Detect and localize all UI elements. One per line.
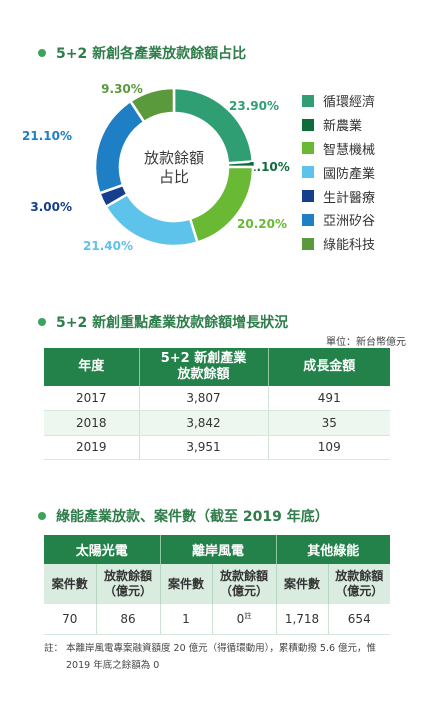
cell-solar-cases: 70 <box>44 604 97 635</box>
header-text: 5+2 新創產業 放款餘額 <box>160 351 247 382</box>
footnote-mark: 註 <box>244 612 252 621</box>
footnote: 註： 本離岸風電專案融資額度 20 億元（得循環動用），累積動撥 5.6 億元，… <box>44 640 389 674</box>
slice-data-label: 20.20% <box>237 217 287 231</box>
subheader-cases: 案件數 <box>160 564 213 604</box>
subheader-text: 案件數 <box>283 576 320 591</box>
legend-label: 新農業 <box>323 119 363 135</box>
legend-item: 循環經濟 <box>302 89 375 113</box>
legend-swatch <box>302 190 314 203</box>
legend-item: 智慧機械 <box>302 137 375 161</box>
bullet-icon <box>38 318 46 326</box>
legend-label: 循環經濟 <box>323 95 376 111</box>
col-header-growth: 成長金額 <box>268 348 390 386</box>
cell-offshore-cases: 1 <box>160 604 213 635</box>
subheader-balance: 放款餘額 （億元） <box>212 564 277 604</box>
slice-data-label: 23.90% <box>229 99 279 113</box>
section-title-green: 綠能產業放款、案件數（截至 2019 年底） <box>38 506 329 526</box>
bullet-icon <box>38 49 46 57</box>
section-title-growth: 5+2 新創重點產業放款餘額增長狀況 <box>38 312 288 332</box>
subheader-text: 放款餘額 （億元） <box>219 569 268 598</box>
cell-balance: 3,951 <box>139 435 269 460</box>
header-text: 成長金額 <box>303 359 356 374</box>
value-text: 0 <box>236 612 245 627</box>
cell-solar-balance: 86 <box>96 604 161 635</box>
donut-chart: 23.90% 1.10% 20.20% 21.40% 3.00% 21.10% 9.30% 放… <box>22 82 290 253</box>
legend-label: 國防產業 <box>323 166 376 182</box>
legend-swatch <box>302 142 314 155</box>
cell-balance: 3,842 <box>139 410 269 436</box>
cell-offshore-balance: 0註 <box>212 604 277 635</box>
legend-item: 生計醫療 <box>302 184 375 208</box>
cell-year: 2017 <box>44 386 140 411</box>
cell-other-balance: 654 <box>328 604 390 635</box>
col-header-balance: 5+2 新創產業 放款餘額 <box>139 348 269 386</box>
table-row: 70 86 1 0註 1,718 654 <box>44 604 390 635</box>
bullet-icon <box>38 512 46 520</box>
section-title-text: 5+2 新創各產業放款餘額占比 <box>56 46 247 62</box>
legend-label: 生計醫療 <box>323 190 376 206</box>
table-row: 2019 3,951 109 <box>44 435 390 460</box>
green-energy-table: 太陽光電 離岸風電 其他綠能 案件數 放款餘額 （億元） 案件數 放款餘額 （億元）… <box>44 535 390 635</box>
legend-swatch <box>302 118 314 131</box>
legend-swatch <box>302 166 314 179</box>
legend-swatch <box>302 94 314 107</box>
legend-item: 國防產業 <box>302 160 375 184</box>
subheader-balance: 放款餘額 （億元） <box>328 564 390 604</box>
cell-year: 2018 <box>44 410 140 436</box>
header-text: 年度 <box>78 359 105 374</box>
section-title-text: 5+2 新創重點產業放款餘額增長狀況 <box>56 315 289 331</box>
cell-growth: 35 <box>268 410 390 436</box>
cell-other-cases: 1,718 <box>276 604 329 635</box>
table-row: 2018 3,842 35 <box>44 410 390 436</box>
subheader-cases: 案件數 <box>276 564 329 604</box>
group-header-other-green: 其他綠能 <box>276 535 390 564</box>
cell-growth: 491 <box>268 386 390 411</box>
subheader-text: 放款餘額 （億元） <box>103 569 152 598</box>
slice-data-label: 21.40% <box>83 239 133 253</box>
legend-item: 綠能科技 <box>302 232 375 256</box>
subheader-cases: 案件數 <box>44 564 97 604</box>
legend-label: 亞洲矽谷 <box>323 214 376 230</box>
col-header-year: 年度 <box>44 348 140 386</box>
legend-label: 智慧機械 <box>323 142 376 158</box>
growth-table: 年度 5+2 新創產業 放款餘額 成長金額 2017 3,807 491 2018… <box>44 348 390 460</box>
subheader-balance: 放款餘額 （億元） <box>96 564 161 604</box>
legend-item: 亞洲矽谷 <box>302 208 375 232</box>
slice-data-label: 21.10% <box>22 129 72 143</box>
donut-slice <box>93 99 146 195</box>
section-title-text: 綠能產業放款、案件數（截至 2019 年底） <box>56 509 329 525</box>
chart-legend: 循環經濟新農業智慧機械國防產業生計醫療亞洲矽谷綠能科技 <box>302 89 375 256</box>
unit-label: 單位：新台幣億元 <box>326 337 406 348</box>
slice-data-label: 9.30% <box>101 82 143 96</box>
cell-year: 2019 <box>44 435 140 460</box>
legend-item: 新農業 <box>302 113 375 137</box>
legend-swatch <box>302 237 314 250</box>
section-title-share: 5+2 新創各產業放款餘額占比 <box>38 43 246 63</box>
donut-center-label: 占比 <box>159 168 189 186</box>
donut-center-label: 放款餘額 <box>144 149 204 167</box>
slice-data-label: 1.10% <box>248 160 290 174</box>
subheader-text: 案件數 <box>51 576 88 591</box>
footnote-label: 註： <box>44 643 64 654</box>
cell-growth: 109 <box>268 435 390 460</box>
legend-swatch <box>302 213 314 226</box>
donut-slice <box>128 86 176 124</box>
table-row: 2017 3,807 491 <box>44 386 390 411</box>
cell-balance: 3,807 <box>139 386 269 411</box>
slice-data-label: 3.00% <box>30 200 72 214</box>
footnote-text: 本離岸風電專案融資額度 20 億元（得循環動用），累積動撥 5.6 億元，惟 2… <box>66 643 377 671</box>
group-header-solar: 太陽光電 <box>44 535 161 564</box>
subheader-text: 案件數 <box>167 576 204 591</box>
donut-slice <box>188 165 255 244</box>
subheader-text: 放款餘額 （億元） <box>335 569 384 598</box>
group-header-offshore-wind: 離岸風電 <box>160 535 277 564</box>
legend-label: 綠能科技 <box>323 238 376 254</box>
